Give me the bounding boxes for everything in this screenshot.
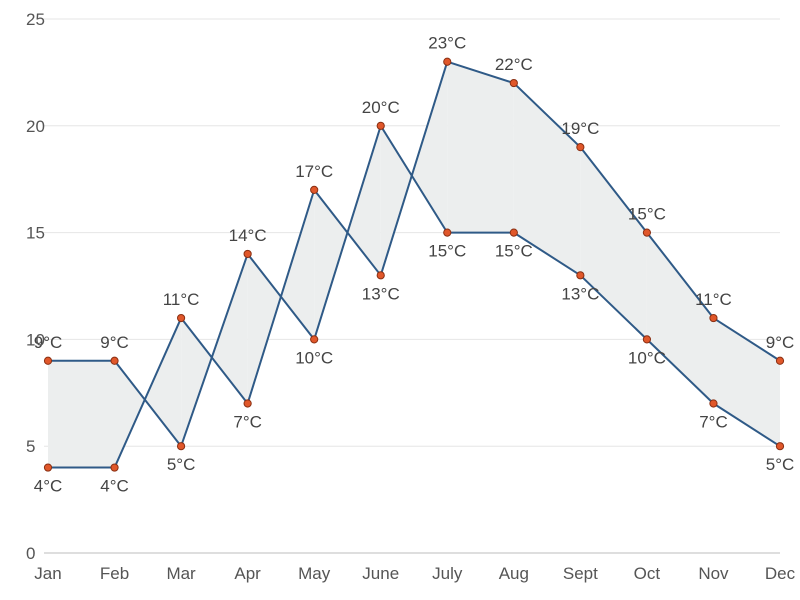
series-1-label-1: 4°C [100,477,129,496]
series-1-point-5 [376,271,385,280]
series-0-point-9 [642,335,652,344]
series-1-label-7: 22°C [495,55,533,74]
series-0-point-5 [376,121,385,130]
series-0-point-7 [509,228,518,237]
series-1-point-6 [443,57,452,66]
x-tick-label-may: May [298,564,331,583]
series-1-point-8 [576,143,585,152]
series-1-label-8: 19°C [561,119,599,138]
series-0-label-4: 10°C [295,348,333,367]
range-fill-segment-6 [447,61,514,233]
series-0-point-3 [243,249,252,259]
series-1-point-10 [709,313,718,323]
line-layer [48,60,781,469]
series-1-point-11 [775,356,785,365]
range-fill-segment-8 [580,147,647,340]
range-fill-segment-10 [713,318,780,447]
series-0-line [48,124,781,448]
series-1-point-7 [509,78,518,88]
series-1-label-0: 4°C [34,477,63,496]
series-0-label-11: 5°C [766,455,795,474]
y-tick-label-10: 10 [26,330,45,349]
series-1-point-1 [110,463,119,472]
y-tick-label-20: 20 [26,117,45,136]
series-1-point-2 [176,313,186,323]
series-0-label-0: 9°C [34,333,63,352]
x-tick-label-june: June [362,564,399,583]
series-1-label-2: 11°C [163,290,200,309]
series-0-point-6 [443,228,452,237]
series-0-point-0 [43,356,53,365]
marker-layer [43,57,785,472]
series-1-line [48,60,781,469]
series-1-point-4 [310,185,319,194]
range-fill-segment-9 [646,232,714,404]
series-0-point-11 [775,442,785,451]
series-0-label-2: 5°C [167,455,196,474]
series-0-label-7: 15°C [495,242,533,261]
series-0-point-10 [709,399,718,408]
series-1-label-9: 15°C [628,205,666,224]
series-1-label-4: 17°C [295,162,333,181]
series-1-label-6: 23°C [428,34,466,53]
axis-layer: 0 5 10 15 20 25 Jan Feb Mar Apr May June July Aug Sept… [26,10,796,583]
series-0-label-3: 14°C [229,226,267,245]
series-1-label-3: 7°C [233,412,262,431]
series-1-point-3 [243,399,252,408]
series-0-point-8 [576,271,585,280]
y-tick-label-25: 25 [26,10,45,29]
range-fill-segment-7 [513,83,581,276]
series-1-point-0 [43,463,53,472]
series-0-label-10: 7°C [699,412,728,431]
range-fill-segment-0 [48,360,115,468]
series-0-label-8: 13°C [561,284,599,303]
series-1-label-10: 11°C [695,290,732,309]
x-tick-label-mar: Mar [166,564,196,583]
x-tick-label-july: July [432,564,463,583]
series-0-label-5: 20°C [362,98,400,117]
series-1-point-9 [642,228,652,237]
x-tick-label-dec: Dec [765,564,796,583]
data-label-layer: 9°C 4°C 9°C 4°C 5°C 11°C 14°C 7°C 10°C 17°C 20°C 13… [34,34,795,496]
series-0-point-2 [176,442,186,451]
y-tick-label-15: 15 [26,224,45,243]
x-tick-label-feb: Feb [100,564,129,583]
y-tick-label-0: 0 [26,544,35,563]
y-tick-label-5: 5 [26,437,35,456]
series-0-point-4 [310,335,319,344]
series-1-label-5: 13°C [362,284,400,303]
series-0-label-6: 15°C [428,242,466,261]
x-tick-label-apr: Apr [234,564,261,583]
series-0-label-1: 9°C [100,333,129,352]
series-0-point-1 [110,356,119,365]
x-tick-label-aug: Aug [499,564,529,583]
series-0-label-9: 10°C [628,348,666,367]
series-1-label-11: 9°C [766,333,795,352]
x-tick-label-nov: Nov [698,564,729,583]
x-tick-label-oct: Oct [634,564,661,583]
x-tick-label-jan: Jan [34,564,61,583]
area-layer [48,61,780,468]
x-tick-label-sept: Sept [563,564,598,583]
